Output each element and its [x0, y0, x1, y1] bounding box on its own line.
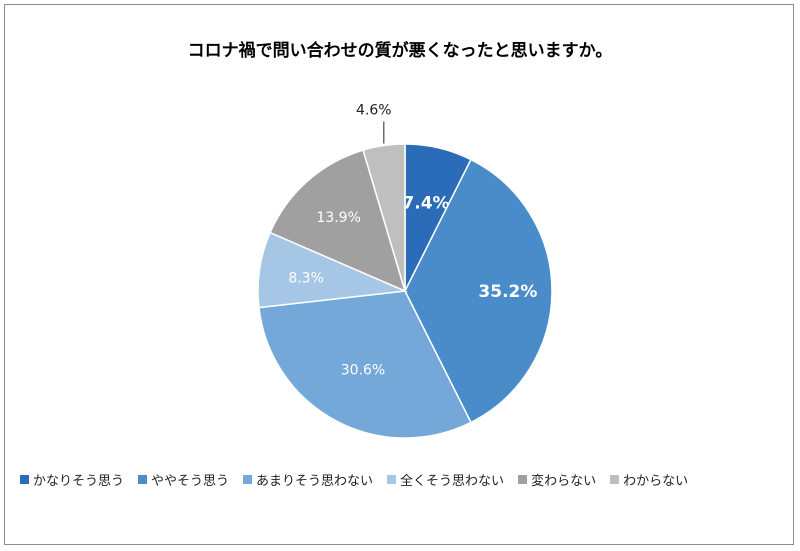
chart-title: コロナ禍で問い合わせの質が悪くなったと思いますか。: [187, 41, 613, 61]
legend-item-1: かなりそう思う: [20, 470, 124, 489]
legend-item-2: ややそう思う: [138, 470, 229, 489]
data-label-6: 4.6%: [356, 103, 392, 119]
legend-label-4: 全くそう思わない: [400, 473, 505, 489]
legend-label-1: かなりそう思う: [33, 473, 125, 489]
legend-label-3: あまりそう思わない: [256, 473, 374, 489]
legend-item-4: 全くそう思わない: [387, 470, 504, 489]
legend-swatch-6: [610, 474, 620, 484]
pie-slice-3: [258, 290, 472, 439]
data-label-2: 35.2%: [478, 282, 537, 302]
pie-slice-5: [269, 149, 407, 293]
legend-swatch-2: [138, 474, 148, 484]
legend: かなりそう思う ややそう思う あまりそう思わない 全くそう思わない 変わらない わからない: [20, 467, 790, 491]
legend-label-6: わからない: [623, 473, 689, 489]
pie-slice-6: [362, 143, 406, 292]
legend-item-6: わからない: [610, 470, 688, 489]
legend-item-3: あまりそう思わない: [243, 470, 373, 489]
legend-item-5: 変わらない: [518, 470, 596, 489]
data-label-5: 13.9%: [316, 210, 360, 226]
pie-slice-2: [404, 158, 553, 424]
data-label-3: 30.6%: [341, 363, 385, 379]
legend-label-5: 変わらない: [531, 473, 597, 489]
legend-label-2: ややそう思う: [151, 473, 230, 489]
legend-swatch-3: [243, 474, 253, 484]
legend-swatch-1: [20, 474, 29, 484]
data-label-4: 8.3%: [288, 270, 324, 286]
legend-swatch-5: [518, 474, 528, 484]
legend-swatch-4: [387, 474, 397, 484]
data-label-1: 7.4%: [402, 193, 449, 213]
